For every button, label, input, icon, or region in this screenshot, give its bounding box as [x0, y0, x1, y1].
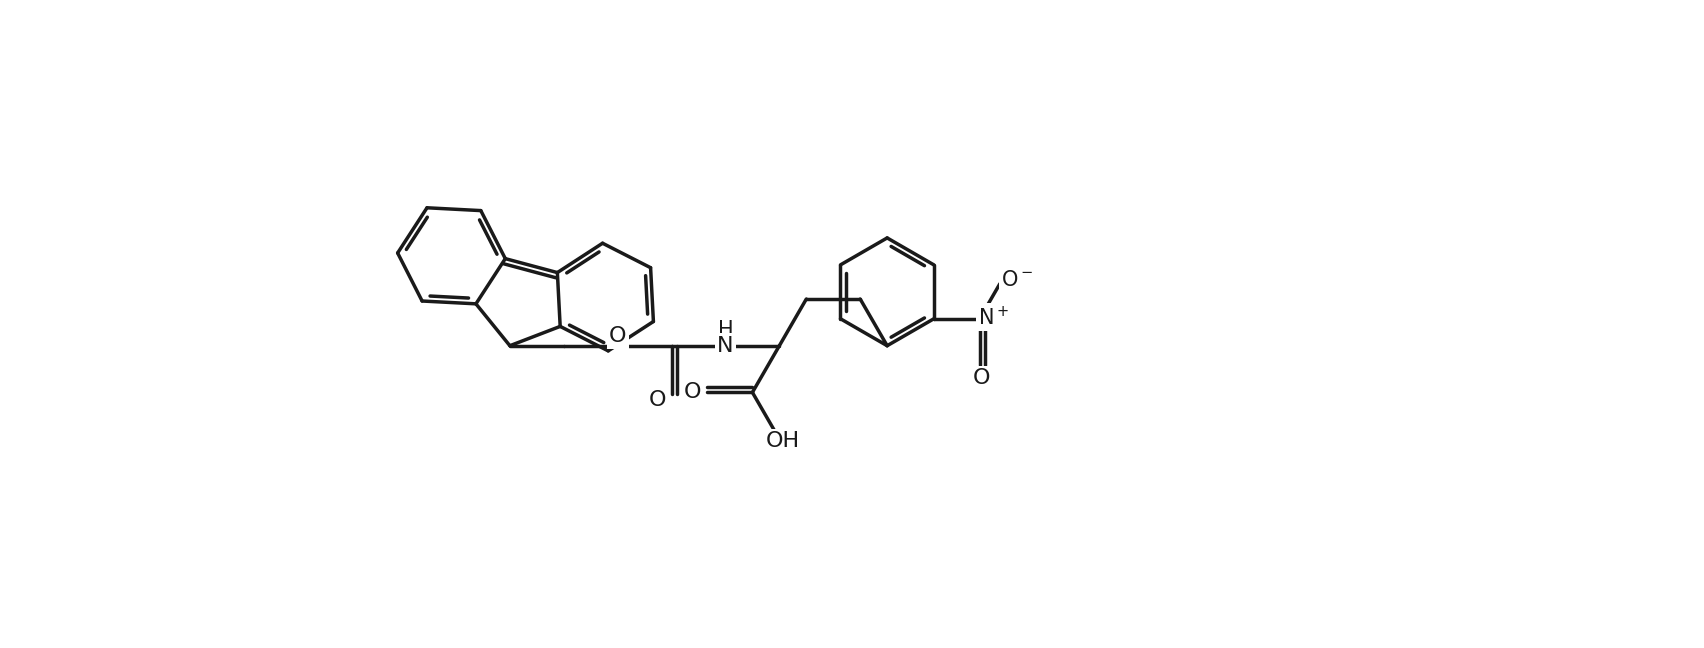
Text: O: O: [608, 327, 627, 347]
Text: O$^-$: O$^-$: [1000, 270, 1033, 290]
Text: N$^+$: N$^+$: [978, 306, 1009, 329]
Text: O: O: [973, 369, 990, 388]
Text: OH: OH: [767, 432, 801, 451]
Text: O: O: [683, 382, 702, 402]
Text: O: O: [649, 390, 666, 410]
Text: N: N: [717, 336, 734, 356]
Text: H: H: [717, 320, 733, 340]
